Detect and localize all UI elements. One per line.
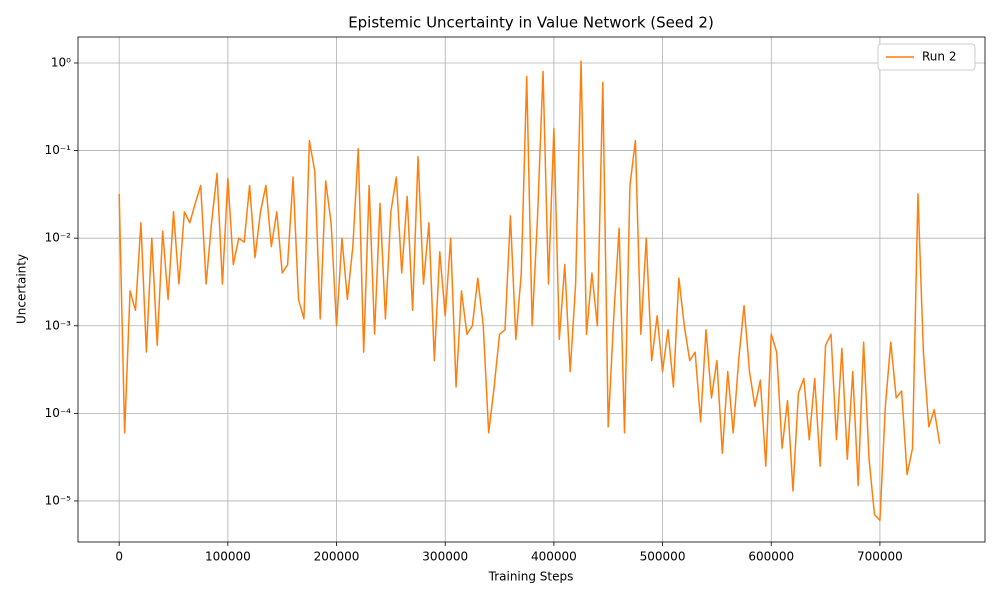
y-tick-label: 10⁻²	[45, 231, 72, 245]
x-axis-label: Training Steps	[488, 570, 574, 584]
x-tick-label: 400000	[531, 550, 577, 564]
x-tick-label: 500000	[640, 550, 686, 564]
chart-title: Epistemic Uncertainty in Value Network (…	[348, 14, 714, 32]
legend-label: Run 2	[922, 50, 956, 64]
y-tick-label: 10⁻³	[45, 318, 72, 332]
x-tick-label: 0	[115, 550, 123, 564]
x-tick-label: 600000	[748, 550, 794, 564]
y-tick-label: 10⁻⁴	[45, 406, 72, 420]
x-tick-label: 100000	[205, 550, 251, 564]
x-tick-label: 300000	[422, 550, 468, 564]
data-line	[118, 60, 941, 522]
plot-frame	[77, 36, 986, 543]
y-tick-label: 10⁻¹	[45, 143, 72, 157]
legend-box	[877, 43, 976, 71]
y-axis-label: Uncertainty	[15, 254, 29, 324]
y-tick-label: 10⁻⁵	[45, 493, 72, 507]
y-tick-label: 10⁰	[51, 55, 71, 69]
x-tick-label: 200000	[314, 550, 360, 564]
x-tick-label: 700000	[857, 550, 903, 564]
